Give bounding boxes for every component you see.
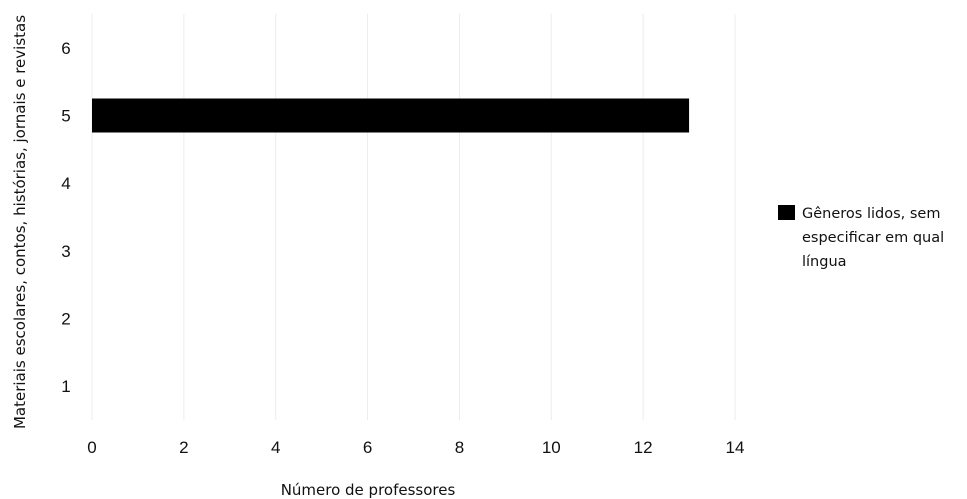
y-axis-label: Materiais escolares, contos, histórias, …: [11, 15, 29, 429]
y-tick-label: 3: [61, 242, 70, 261]
x-tick-label: 12: [634, 438, 653, 457]
y-tick-label: 2: [61, 310, 70, 329]
legend-swatch: [778, 205, 795, 220]
legend: Gêneros lidos, sem especificar em qual l…: [778, 205, 949, 270]
gridlines: [91, 14, 736, 420]
legend-label: Gêneros lidos, sem especificar em qual l…: [802, 206, 949, 270]
bars: [92, 98, 690, 133]
x-tick-label: 4: [271, 438, 280, 457]
x-axis-label: Número de professores: [281, 481, 456, 499]
legend-label-line-3: língua: [802, 254, 847, 270]
legend-label-line-2: especificar em qual: [802, 230, 944, 246]
y-tick-label: 5: [61, 107, 70, 126]
x-tick-label: 8: [455, 438, 464, 457]
y-tick-label: 4: [61, 174, 70, 193]
x-tick-label: 2: [179, 438, 188, 457]
y-tick-label: 6: [61, 39, 70, 58]
x-tick-label: 0: [87, 438, 96, 457]
x-tick-label: 10: [542, 438, 561, 457]
x-tick-label: 6: [363, 438, 372, 457]
x-axis-ticks: 0 2 4 6 8 10 12 14: [87, 438, 744, 457]
bar-5: [92, 98, 690, 133]
x-tick-label: 14: [726, 438, 745, 457]
y-tick-label: 1: [61, 377, 70, 396]
y-axis-ticks: 1 2 3 4 5 6: [61, 39, 70, 396]
legend-label-line-1: Gêneros lidos, sem: [802, 206, 940, 222]
